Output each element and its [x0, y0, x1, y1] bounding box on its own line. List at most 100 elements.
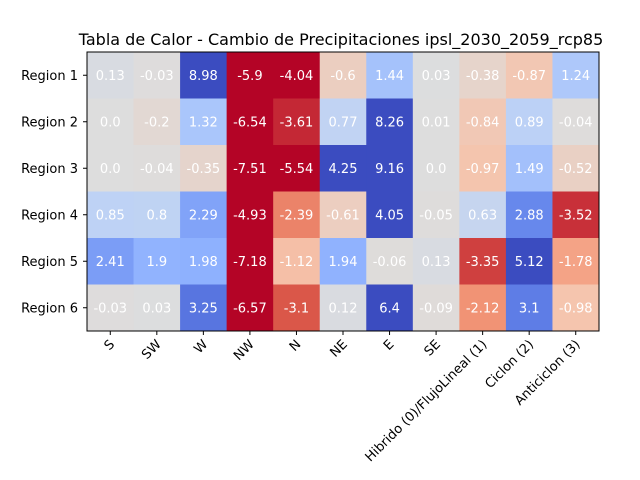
- heatmap-cell: [87, 238, 135, 285]
- heatmap-cell: [319, 145, 367, 192]
- cell-value-label: 0.01: [422, 115, 451, 130]
- heatmap-cell: [412, 238, 460, 285]
- cell-value-label: -0.97: [466, 162, 500, 177]
- heatmap-cell: [319, 238, 367, 285]
- heatmap-cell: [87, 284, 135, 332]
- cell-value-label: -5.54: [280, 162, 314, 177]
- cell-value-label: 1.98: [189, 255, 218, 270]
- heatmap-cell: [87, 98, 135, 146]
- cell-value-label: -0.09: [419, 301, 453, 316]
- cell-value-label: -1.78: [559, 255, 593, 270]
- heatmap-cell: [180, 52, 228, 99]
- cell-value-label: -6.57: [233, 301, 267, 316]
- cell-value-label: 0.0: [100, 162, 121, 177]
- cell-value-label: -0.06: [373, 255, 407, 270]
- heatmap-cell: [459, 284, 507, 332]
- cell-value-label: 1.94: [329, 255, 358, 270]
- heatmap-cell: [133, 191, 181, 239]
- y-tick-label: Region 5: [21, 255, 78, 270]
- heatmap-cell: [226, 284, 274, 332]
- heatmap-cell: [273, 52, 321, 99]
- cell-value-label: 0.77: [329, 115, 358, 130]
- cell-value-label: 1.9: [146, 255, 167, 270]
- cell-value-label: -0.61: [326, 208, 360, 223]
- heatmap-cell: [366, 191, 414, 239]
- cell-value-label: 0.13: [96, 69, 125, 84]
- heatmap-cell: [319, 52, 367, 99]
- heatmap-cell: [552, 145, 600, 192]
- cell-value-label: 0.63: [468, 208, 497, 223]
- heatmap-cell: [226, 145, 274, 192]
- cell-value-label: -0.84: [466, 115, 500, 130]
- cell-value-label: -0.2: [144, 115, 169, 130]
- heatmap-cell: [180, 191, 228, 239]
- y-tick-label: Region 4: [21, 208, 78, 223]
- cell-value-label: 0.89: [515, 115, 544, 130]
- cell-value-label: 6.4: [379, 301, 400, 316]
- cell-value-label: 4.05: [375, 208, 404, 223]
- heatmap-cell: [273, 98, 321, 146]
- heatmap-cell: [412, 284, 460, 332]
- y-axis: Region 1 Region 2 Region 3 Region 4 Region 5…: [21, 69, 87, 316]
- heatmap-cell: [133, 98, 181, 146]
- heatmap-cell: [180, 98, 228, 146]
- heatmap-cell: [552, 238, 600, 285]
- cell-value-label: 0.03: [422, 69, 451, 84]
- cell-value-label: -0.04: [140, 162, 174, 177]
- heatmap-cell: [319, 284, 367, 332]
- cell-value-label: -3.1: [284, 301, 309, 316]
- heatmap-cell: [180, 145, 228, 192]
- heatmap-cell: [133, 52, 181, 99]
- cell-value-label: 8.98: [189, 69, 218, 84]
- heatmap-cell: [366, 284, 414, 332]
- cell-value-label: -3.35: [466, 255, 500, 270]
- heatmap-cell: [459, 238, 507, 285]
- cell-value-label: -0.87: [512, 69, 546, 84]
- cell-value-label: 0.0: [100, 115, 121, 130]
- cell-value-label: 0.12: [329, 301, 358, 316]
- cell-value-label: 1.49: [515, 162, 544, 177]
- heatmap-cell: [366, 98, 414, 146]
- heatmap-cell: [366, 238, 414, 285]
- heatmap-cell: [552, 284, 600, 332]
- cell-value-label: -0.04: [559, 115, 593, 130]
- heatmap-cell: [505, 191, 553, 239]
- cell-value-label: -0.6: [330, 69, 355, 84]
- cell-value-label: 2.41: [96, 255, 125, 270]
- heatmap-cell: [273, 145, 321, 192]
- heatmap-cell: [459, 98, 507, 146]
- cell-value-label: -6.54: [233, 115, 267, 130]
- cell-value-label: -3.61: [280, 115, 314, 130]
- cell-value-label: -4.93: [233, 208, 267, 223]
- heatmap-cell: [412, 52, 460, 99]
- heatmap-cell: [459, 52, 507, 99]
- heatmap-cell: [87, 191, 135, 239]
- y-tick-label: Region 3: [21, 162, 78, 177]
- heatmap-cell: [133, 284, 181, 332]
- cell-value-label: -0.38: [466, 69, 500, 84]
- heatmap-cell: [505, 52, 553, 99]
- cell-value-label: -0.35: [187, 162, 221, 177]
- chart-title: Tabla de Calor - Cambio de Precipitacion…: [78, 30, 604, 50]
- heatmap-cell: [552, 191, 600, 239]
- heatmap-cell: [319, 98, 367, 146]
- heatmap-cell: [412, 98, 460, 146]
- y-tick-label: Region 6: [21, 301, 78, 316]
- heatmap-cell: [459, 145, 507, 192]
- cell-value-label: -5.9: [237, 69, 262, 84]
- cell-value-label: 8.26: [375, 115, 404, 130]
- cell-value-label: -0.98: [559, 301, 593, 316]
- cell-value-label: 2.88: [515, 208, 544, 223]
- cell-value-label: 1.44: [375, 69, 404, 84]
- heatmap-cell: [412, 145, 460, 192]
- cell-value-label: 3.25: [189, 301, 218, 316]
- heatmap-cell: [273, 238, 321, 285]
- cell-value-label: -2.39: [280, 208, 314, 223]
- heatmap-cell: [226, 98, 274, 146]
- heatmap-cell: [552, 98, 600, 146]
- heatmap-cell: [273, 191, 321, 239]
- heatmap-cell: [412, 191, 460, 239]
- cell-value-label: 0.03: [142, 301, 171, 316]
- heatmap-cell: [133, 238, 181, 285]
- cell-value-label: -3.52: [559, 208, 593, 223]
